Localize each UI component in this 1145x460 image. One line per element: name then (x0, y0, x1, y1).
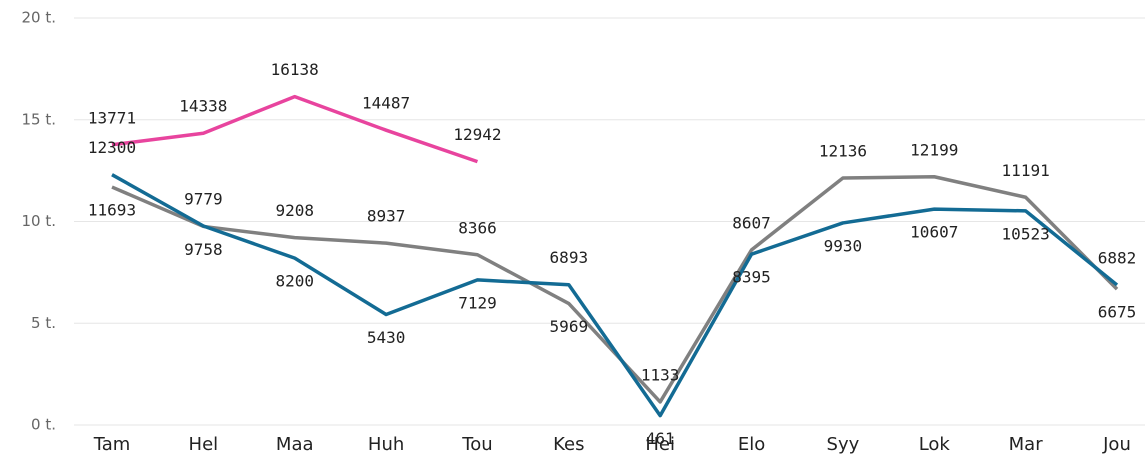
y-tick-label: 0 t. (31, 416, 56, 434)
x-tick-label: Tou (461, 434, 492, 455)
line (111, 173, 1119, 418)
data-label: 13771 (88, 108, 136, 127)
x-tick-label: Jou (1102, 434, 1131, 455)
data-label: 8200 (275, 272, 314, 291)
data-label: 6675 (1098, 303, 1137, 322)
data-label: 10523 (1002, 224, 1050, 243)
x-tick-label: Hei (645, 434, 675, 455)
data-label: 12199 (910, 140, 958, 159)
x-tick-label: Huh (368, 434, 404, 455)
data-label: 8937 (367, 207, 406, 226)
data-label: 6882 (1098, 248, 1137, 267)
data-label: 461 (646, 429, 675, 448)
x-tick-label: Lok (919, 434, 951, 455)
data-label: 8395 (732, 268, 771, 287)
x-tick-label: Mar (1009, 434, 1044, 455)
x-tick-label: Hel (189, 434, 219, 455)
data-label: 8366 (458, 218, 497, 237)
data-label: 16138 (271, 60, 319, 79)
data-label: 11191 (1002, 161, 1050, 180)
data-label: 9208 (275, 201, 314, 220)
line (111, 94, 479, 164)
data-label: 11693 (88, 201, 136, 220)
x-tick-label: Tam (93, 434, 131, 455)
data-label: 8607 (732, 213, 771, 232)
data-label: 7129 (458, 293, 497, 312)
y-tick-label: 10 t. (21, 212, 56, 230)
data-label: 12942 (453, 125, 501, 144)
data-label: 9779 (184, 189, 223, 208)
data-label: 9758 (184, 240, 223, 259)
x-tick-label: Maa (276, 434, 314, 455)
x-tick-label: Kes (553, 434, 584, 455)
data-label: 12300 (88, 138, 136, 157)
data-label: 5969 (550, 317, 589, 336)
data-label: 14338 (179, 97, 227, 116)
x-tick-label: Elo (738, 434, 765, 455)
y-tick-label: 20 t. (21, 9, 56, 27)
data-label: 1133 (641, 365, 680, 384)
y-tick-label: 5 t. (31, 314, 56, 332)
data-label: 6893 (550, 248, 589, 267)
data-label: 9930 (824, 236, 863, 255)
data-label: 10607 (910, 223, 958, 242)
y-tick-label: 15 t. (21, 110, 56, 128)
data-label: 5430 (367, 328, 406, 347)
x-tick-label: Syy (827, 434, 860, 455)
data-label: 14487 (362, 94, 410, 113)
data-label: 12136 (819, 142, 867, 161)
